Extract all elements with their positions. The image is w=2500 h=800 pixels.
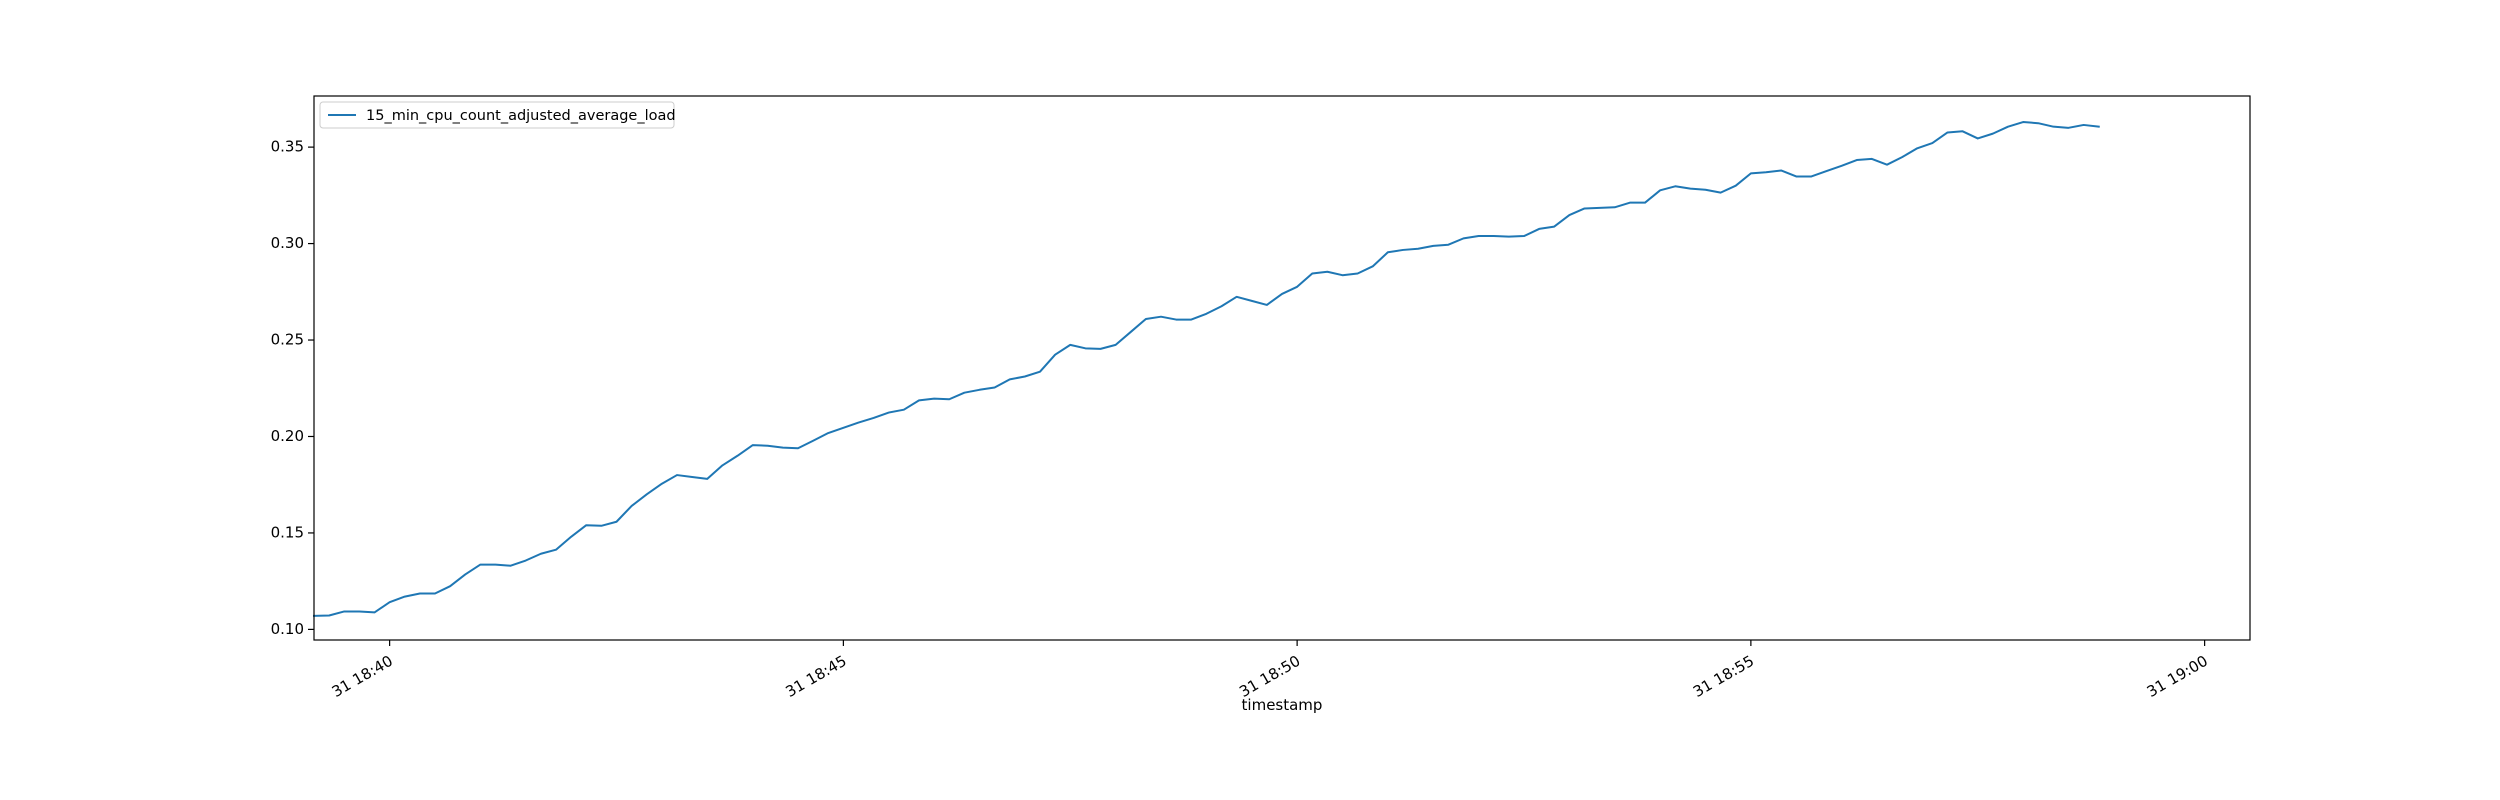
y-tick-label: 0.25	[271, 331, 304, 349]
y-tick-label: 0.20	[271, 427, 304, 445]
y-tick-label: 0.35	[271, 138, 304, 156]
axes-frame	[313, 95, 2251, 641]
y-tick-label: 0.15	[271, 523, 304, 541]
y-tick-label: 0.10	[271, 620, 304, 638]
legend-box	[319, 101, 675, 129]
plot-area	[312, 121, 2100, 617]
series-line	[312, 121, 2100, 617]
y-tick-label: 0.30	[271, 234, 304, 252]
legend: 15_min_cpu_count_adjusted_average_load	[319, 101, 676, 129]
legend-entry-label: 15_min_cpu_count_adjusted_average_load	[366, 108, 676, 124]
x-axis-label: timestamp	[1242, 696, 1323, 714]
